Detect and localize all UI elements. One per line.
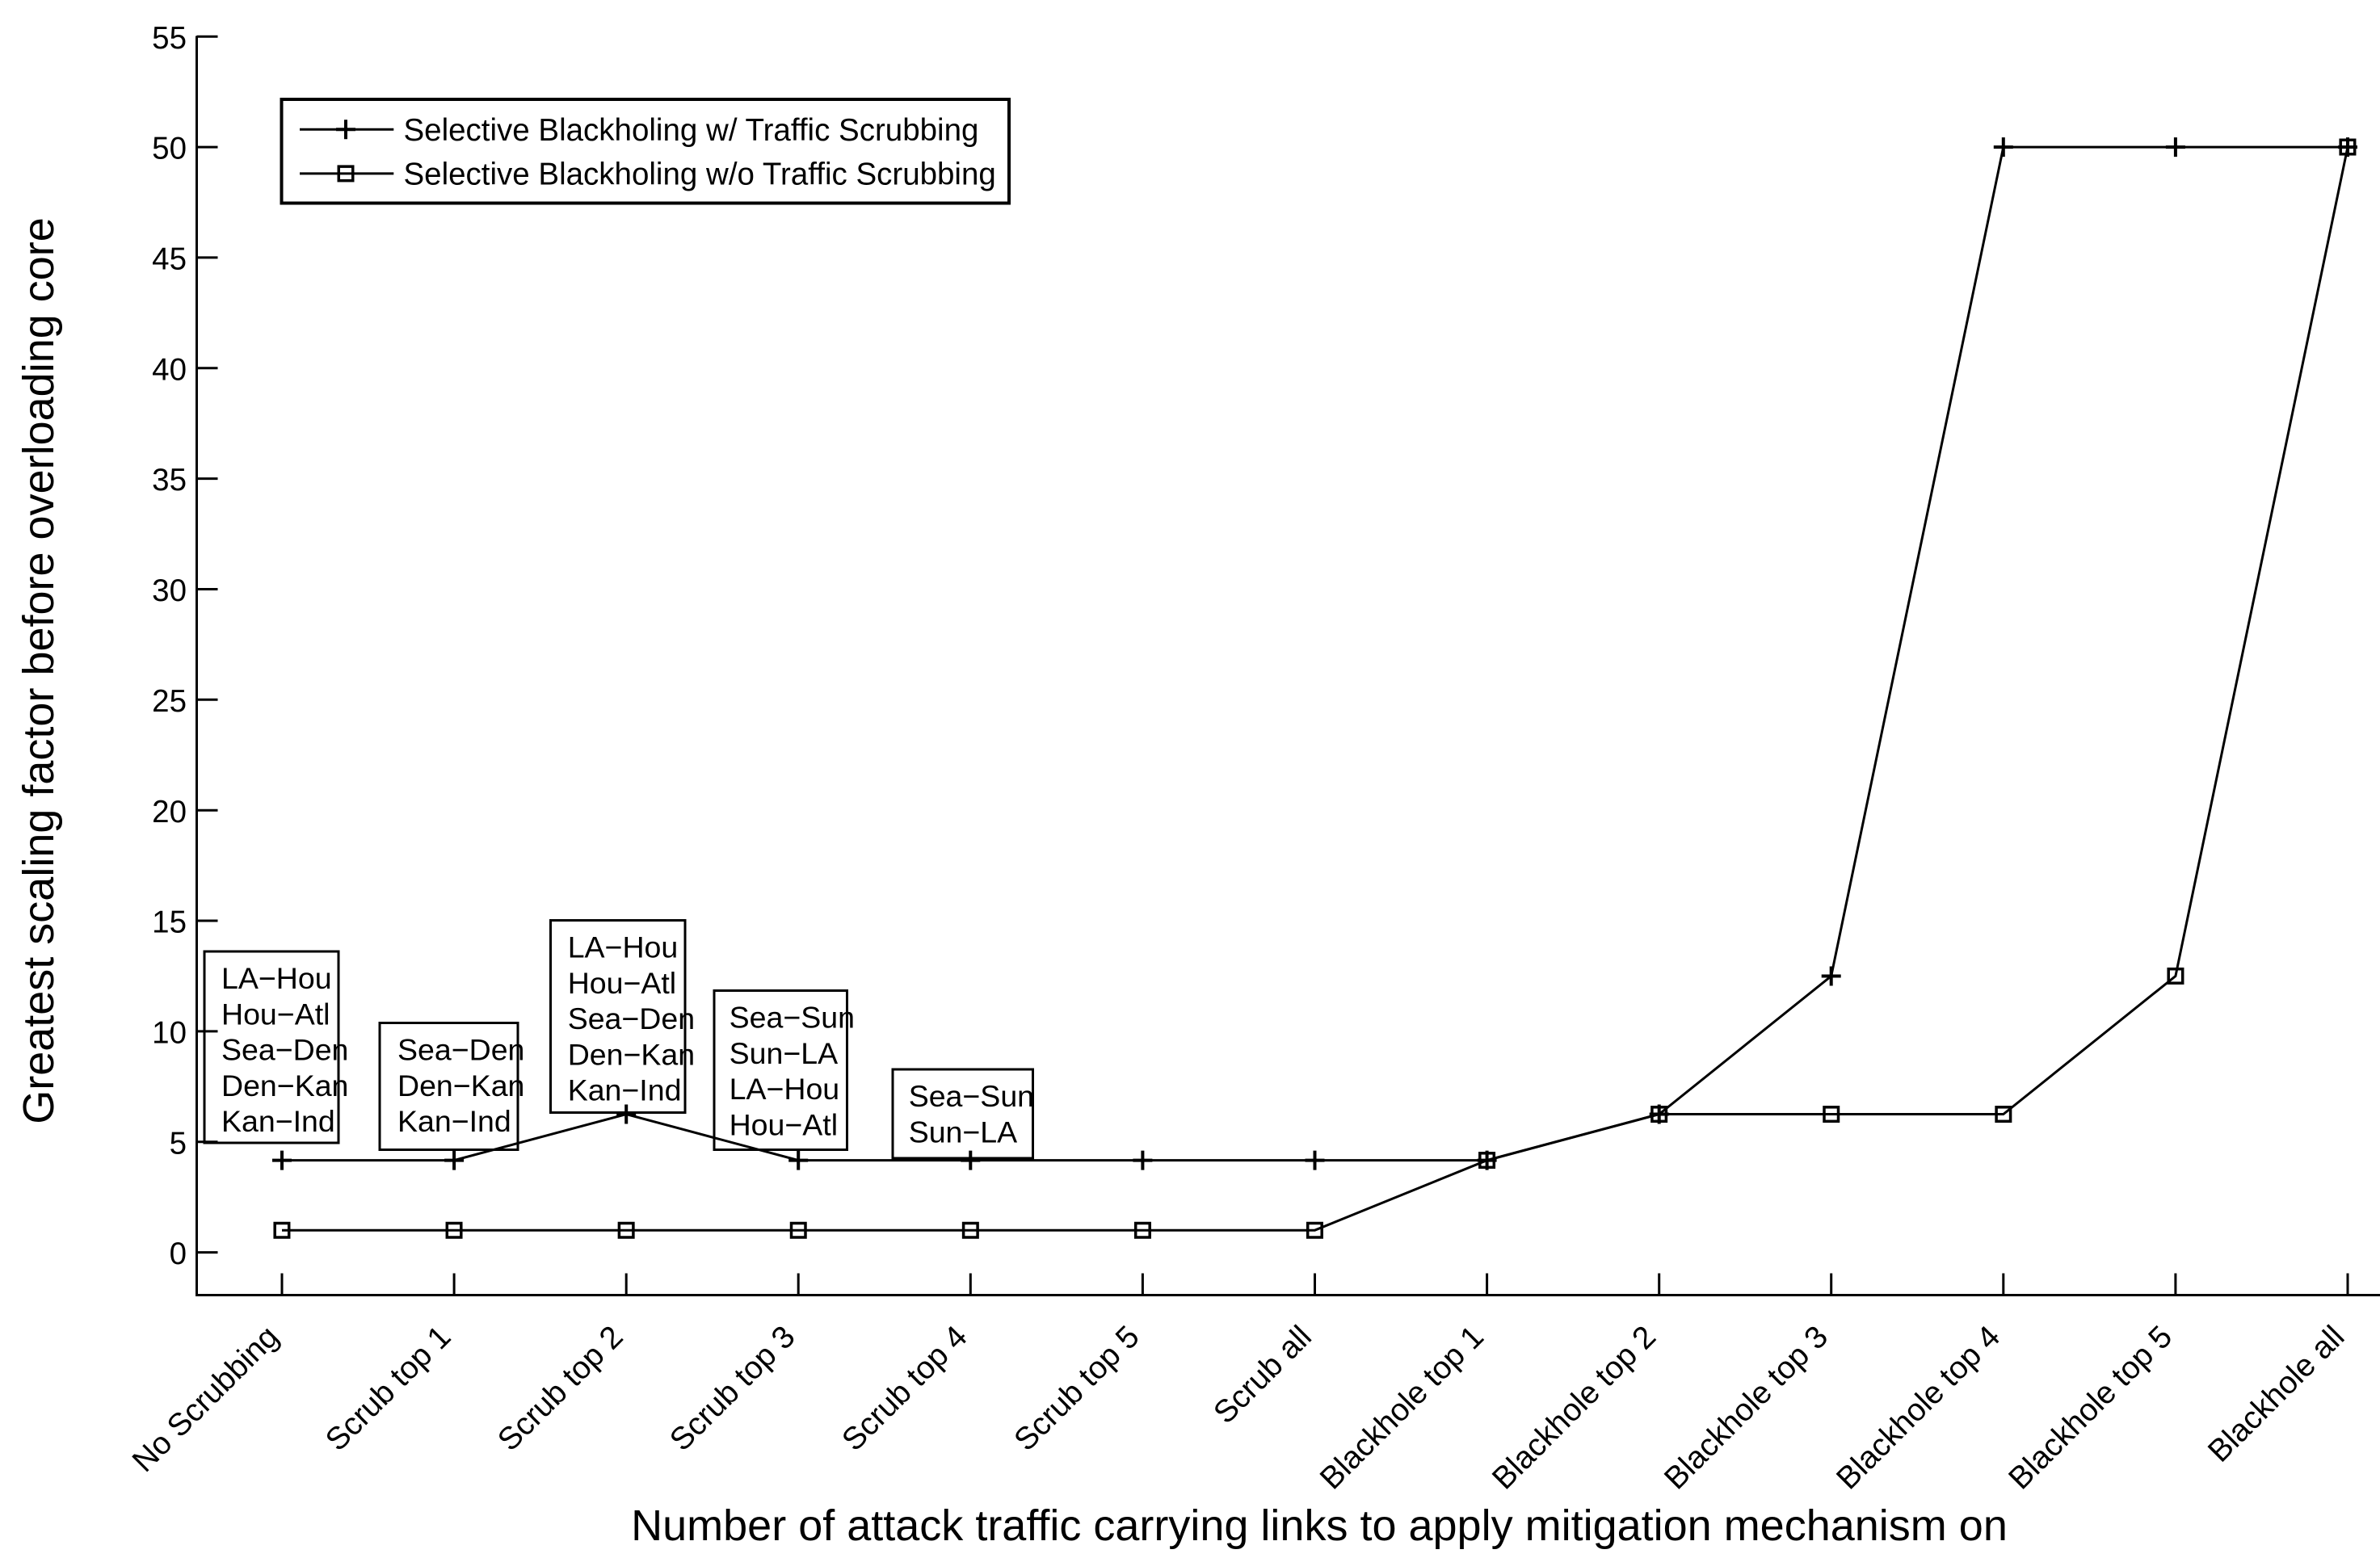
svg-text:Selective Blackholing w/o Traf: Selective Blackholing w/o Traffic Scrubb…: [404, 157, 996, 192]
svg-text:Den−Kan: Den−Kan: [221, 1069, 348, 1102]
svg-text:30: 30: [152, 573, 187, 608]
svg-text:Hou−Atl: Hou−Atl: [568, 966, 676, 1000]
svg-text:25: 25: [152, 684, 187, 719]
svg-text:Sea−Den: Sea−Den: [568, 1002, 695, 1035]
svg-text:40: 40: [152, 352, 187, 387]
svg-text:LA−Hou: LA−Hou: [568, 930, 679, 964]
svg-text:Greatest scaling factor before: Greatest scaling factor before overloadi…: [15, 217, 63, 1124]
svg-text:Sea−Den: Sea−Den: [397, 1033, 524, 1067]
svg-text:Sun−LA: Sun−LA: [909, 1115, 1018, 1149]
svg-text:55: 55: [152, 21, 187, 56]
svg-text:Kan−Ind: Kan−Ind: [397, 1104, 511, 1138]
svg-text:Sea−Den: Sea−Den: [221, 1033, 348, 1067]
svg-text:15: 15: [152, 905, 187, 940]
svg-text:Kan−Ind: Kan−Ind: [568, 1073, 682, 1107]
svg-text:35: 35: [152, 463, 187, 498]
svg-text:Hou−Atl: Hou−Atl: [730, 1107, 838, 1141]
svg-text:50: 50: [152, 132, 187, 166]
svg-text:Sun−LA: Sun−LA: [730, 1036, 839, 1070]
svg-text:Kan−Ind: Kan−Ind: [221, 1104, 335, 1138]
svg-text:20: 20: [152, 795, 187, 829]
svg-text:Number of attack traffic carry: Number of attack traffic carrying links …: [631, 1501, 2008, 1550]
svg-text:LA−Hou: LA−Hou: [221, 961, 332, 995]
svg-text:0: 0: [170, 1237, 187, 1271]
svg-text:Sea−Sun: Sea−Sun: [909, 1079, 1034, 1113]
svg-text:Selective Blackholing w/ Traff: Selective Blackholing w/ Traffic Scrubbi…: [404, 113, 979, 148]
svg-text:45: 45: [152, 242, 187, 277]
svg-text:Den−Kan: Den−Kan: [397, 1069, 524, 1102]
svg-text:10: 10: [152, 1016, 187, 1051]
svg-text:Den−Kan: Den−Kan: [568, 1037, 695, 1071]
svg-text:Sea−Sun: Sea−Sun: [730, 1001, 855, 1035]
svg-text:Hou−Atl: Hou−Atl: [221, 997, 330, 1031]
svg-text:LA−Hou: LA−Hou: [730, 1072, 840, 1106]
svg-text:5: 5: [170, 1126, 187, 1161]
